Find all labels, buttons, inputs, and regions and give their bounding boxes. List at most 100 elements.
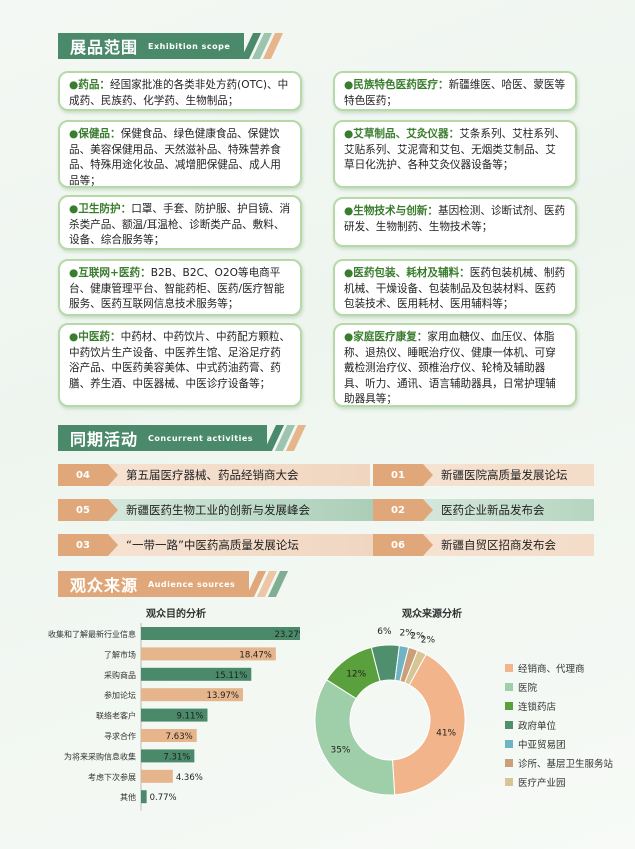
- legend-swatch: [505, 664, 513, 672]
- exhibition-scope-title: 展品范围 Exhibition scope: [58, 33, 245, 59]
- activity-number: 06: [391, 539, 405, 551]
- legend-swatch: [505, 740, 513, 748]
- donut-value-label: 12%: [346, 669, 366, 679]
- bar: [141, 790, 147, 804]
- legend-label: 医疗产业园: [518, 777, 566, 789]
- exhibit-key: ●民族特色医药医疗：: [344, 79, 449, 91]
- activity-number-badge: 06: [373, 534, 433, 556]
- exhibit-text: 口罩、手套、防护服、护目镜、消杀类产品、额温/耳温枪、诊断类产品、敷料、设备、综…: [69, 203, 291, 246]
- activities-title-en: Concurrent activities: [148, 433, 254, 443]
- bar-category-label: 其他: [120, 792, 136, 802]
- activity-number-badge: 01: [373, 464, 433, 486]
- legend-label: 诊所、基层卫生服务站: [518, 758, 614, 770]
- bar-category-label: 考虑下次参展: [88, 772, 136, 782]
- legend-label: 连锁药店: [518, 701, 556, 713]
- legend-swatch: [505, 702, 513, 710]
- activity-item: 05 新疆医药生物工业的创新与发展峰会: [58, 499, 384, 521]
- legend-swatch: [505, 721, 513, 729]
- activity-item: 04 第五届医疗器械、药品经销商大会: [58, 464, 370, 486]
- activities-title: 同期活动 Concurrent activities: [58, 425, 268, 451]
- exhibit-text: 中药材、中药饮片、中药配方颗粒、中药饮片生产设备、中医养生馆、足浴足疗药浴产品、…: [69, 331, 291, 390]
- bar-value-label: 13.97%: [207, 691, 239, 701]
- audience-sources-header: 观众来源 Audience sources: [58, 571, 289, 597]
- donut-slice: [314, 679, 396, 796]
- audience-title-en: Audience sources: [148, 579, 236, 589]
- bar-category-label: 联络老客户: [96, 711, 136, 721]
- bar-category-label: 寻求合作: [104, 731, 136, 741]
- exhibit-card-tcm: ●中医药：中药材、中药饮片、中药配方颗粒、中药饮片生产设备、中医养生馆、足浴足疗…: [58, 323, 302, 407]
- bar-category-label: 了解市场: [104, 649, 136, 659]
- activity-label: “一带一路”中医药高质量发展论坛: [108, 534, 380, 556]
- activities-title-cn: 同期活动: [70, 430, 139, 449]
- activity-item: 06 新疆自贸区招商发布会: [373, 534, 594, 556]
- donut-value-label: 2%: [421, 635, 436, 645]
- exhibit-card-hygiene: ●卫生防护：口罩、手套、防护服、护目镜、消杀类产品、额温/耳温枪、诊断类产品、敷…: [58, 195, 302, 250]
- legend-swatch: [505, 683, 513, 691]
- exhibit-card-health-products: ●保健品：保健食品、绿色健康食品、保健饮品、美容保健用品、天然滋补品、特殊营养食…: [58, 120, 302, 188]
- bar-value-label: 9.11%: [176, 712, 203, 722]
- bar-value-label: 15.11%: [215, 671, 247, 681]
- bar: [141, 627, 300, 640]
- bar-value-label: 7.31%: [163, 752, 190, 762]
- exhibit-key: ●艾草制品、艾灸仪器：: [344, 128, 460, 140]
- activity-number: 02: [391, 504, 405, 516]
- exhibit-text: 医药包装机械、制药机械、干燥设备、包装制品及包装材料、医药包装技术、医用耗材、医…: [344, 267, 566, 310]
- exhibit-key: ●药品：: [69, 79, 111, 91]
- bar-value-label: 18.47%: [239, 650, 271, 660]
- donut-value-label: 6%: [377, 627, 392, 637]
- bar-category-label: 收集和了解最新行业信息: [48, 629, 136, 639]
- activity-number: 05: [76, 504, 90, 516]
- donut-value-label: 2%: [410, 631, 425, 641]
- activity-number: 03: [76, 539, 90, 551]
- legend-label: 中亚贸易团: [518, 739, 566, 751]
- donut-slice: [391, 653, 466, 796]
- exhibit-card-packaging: ●医药包装、耗材及辅料：医药包装机械、制药机械、干燥设备、包装制品及包装材料、医…: [333, 259, 577, 316]
- activity-label: 医药企业新品发布会: [423, 499, 594, 521]
- source-donut-chart: 41%35%12%6% 2%2%2%经销商、代理商医院连锁药店政府单位中亚贸易团诊…: [314, 627, 614, 796]
- donut-slice: [404, 649, 427, 686]
- legend-label: 医院: [518, 682, 538, 694]
- exhibit-card-drugs: ●药品：经国家批准的各类非处方药(OTC)、中成药、民族药、化学药、生物制品；: [58, 71, 302, 111]
- exhibit-card-home-care: ●家庭医疗康复：家用血糖仪、血压仪、体脂称、退热仪、睡眠治疗仪、健康一体机、可穿…: [333, 323, 577, 407]
- donut-value-label: 35%: [330, 745, 350, 755]
- legend-label: 政府单位: [518, 720, 557, 732]
- exhibit-text: B2B、B2C、O2O等电商平台、健康管理平台、智能药柜、医药/医疗智能服务、医…: [69, 267, 285, 310]
- donut-value-label: 41%: [436, 729, 456, 739]
- concurrent-activities-header: 同期活动 Concurrent activities: [58, 425, 307, 451]
- legend-label: 经销商、代理商: [518, 663, 585, 675]
- exhibit-key: ●医药包装、耗材及辅料：: [344, 267, 470, 279]
- bar-value-label: 7.63%: [166, 732, 193, 742]
- activity-label: 新疆医药生物工业的创新与发展峰会: [108, 499, 384, 521]
- exhibit-text: 家用血糖仪、血压仪、体脂称、退热仪、睡眠治疗仪、健康一体机、可穿戴检测治疗仪、颈…: [344, 331, 556, 405]
- activity-item: 03 “一带一路”中医药高质量发展论坛: [58, 534, 380, 556]
- exhibit-card-internet: ●互联网+医药：B2B、B2C、O2O等电商平台、健康管理平台、智能药柜、医药/…: [58, 259, 302, 316]
- bar: [141, 708, 208, 722]
- exhibition-title-en: Exhibition scope: [148, 41, 231, 51]
- audience-title-cn: 观众来源: [70, 576, 139, 595]
- bar-category-label: 采购商品: [104, 670, 136, 680]
- exhibit-text: 新疆维医、哈医、蒙医等特色医药；: [344, 79, 566, 107]
- bar-value-label: 4.36%: [176, 773, 203, 783]
- activity-item: 01 新疆医院高质量发展论坛: [373, 464, 594, 486]
- bar-value-label: 0.77%: [150, 793, 177, 803]
- activity-number-badge: 02: [373, 499, 433, 521]
- activity-number-badge: 03: [58, 534, 118, 556]
- bar-category-label: 为将来采购信息收集: [64, 751, 136, 761]
- exhibit-key: ●家庭医疗康复：: [344, 331, 428, 343]
- bar-category-label: 参加论坛: [104, 690, 136, 700]
- bar: [141, 769, 173, 783]
- exhibit-key: ●中医药：: [69, 331, 121, 343]
- exhibit-card-biotech: ●生物技术与创新：基因检测、诊断试剂、医药研发、生物制药、生物技术等；: [333, 197, 577, 247]
- bar-value-label: 23.27%: [274, 630, 300, 640]
- exhibit-key: ●生物技术与创新：: [344, 205, 438, 217]
- exhibition-scope-header: 展品范围 Exhibition scope: [58, 33, 284, 59]
- bar: [141, 667, 252, 681]
- activity-number-badge: 05: [58, 499, 118, 521]
- legend-swatch: [505, 778, 513, 786]
- bar: [141, 647, 276, 661]
- exhibit-text: 艾条系列、艾柱系列、艾贴系列、艾泥膏和艾包、无烟类艾制品、艾草日化洗护、各种艾灸…: [344, 128, 566, 171]
- audience-title: 观众来源 Audience sources: [58, 571, 250, 597]
- exhibit-key: ●保健品：: [69, 128, 121, 140]
- activity-label: 第五届医疗器械、药品经销商大会: [108, 464, 370, 486]
- bar: [141, 749, 195, 763]
